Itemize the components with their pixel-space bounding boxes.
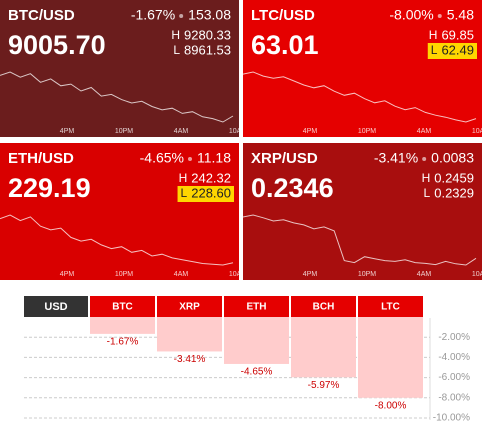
bar [90, 317, 155, 334]
low: 228.60 [191, 185, 231, 200]
value-label: -5.97% [308, 380, 340, 391]
high-label: H [179, 171, 188, 185]
time-label: 10PM [358, 128, 376, 135]
time-label: 4AM [174, 128, 189, 135]
x-tick-label: BTC [112, 302, 133, 313]
ticker-tile: BTC/USD 153.08 -1.67% 9005.70 9280.33 H 8961.5… [0, 0, 247, 137]
change: -3.41% [374, 150, 418, 166]
tile-bg [0, 0, 239, 137]
x-tick-label: XRP [179, 302, 200, 313]
sparkline [0, 71, 234, 123]
change: -4.65% [140, 150, 184, 166]
tile-bg [243, 143, 482, 280]
sparkline [243, 71, 477, 123]
x-tick-label: ETH [247, 302, 267, 313]
category-tab [291, 296, 356, 317]
value-label: -1.67% [107, 337, 139, 348]
low-label: L [173, 43, 180, 57]
change-value: 11.18 [197, 150, 231, 166]
x-tick-label: BCH [313, 302, 335, 313]
high-label: H [171, 28, 180, 42]
time-label: 4AM [417, 128, 432, 135]
sparkline [0, 214, 234, 266]
time-label: 4PM [303, 128, 318, 135]
time-label: 4AM [417, 271, 432, 278]
change-value: 0.0083 [431, 150, 474, 166]
y-tick-label: -10.00% [433, 413, 470, 424]
bar [224, 317, 289, 364]
y-tick-label: -8.00% [438, 392, 470, 403]
separator [422, 157, 427, 161]
header-box [24, 296, 88, 317]
sparkline [243, 214, 477, 266]
bar [358, 317, 423, 398]
bar [291, 317, 356, 378]
bar [157, 317, 222, 352]
change-value: 153.08 [188, 7, 231, 23]
x-tick-label: LTC [381, 302, 400, 313]
low-highlight [427, 43, 477, 59]
low: 62.49 [441, 42, 474, 57]
header: USD [44, 301, 67, 313]
high: 0.2459 [434, 170, 474, 185]
low-label: L [424, 186, 431, 200]
price: 9005.70 [8, 30, 106, 60]
low: 8961.53 [184, 42, 231, 57]
separator [437, 14, 442, 18]
y-tick-label: -4.00% [438, 352, 470, 363]
y-tick-label: -6.00% [438, 372, 470, 383]
change-value: 5.48 [447, 7, 474, 23]
category-tab [90, 296, 155, 317]
category-tab [224, 296, 289, 317]
low-label: L [431, 43, 438, 57]
time-label: 10PM [115, 128, 133, 135]
low-label: L [181, 186, 188, 200]
time-label: 10PM [115, 271, 133, 278]
value-label: -3.41% [174, 354, 206, 365]
category-tab [157, 296, 222, 317]
tile-bg [0, 143, 239, 280]
low: 0.2329 [434, 185, 474, 200]
pair: BTC/USD [8, 7, 75, 24]
high: 9280.33 [184, 27, 231, 42]
price: 63.01 [251, 30, 319, 60]
time-label: 10AM [472, 128, 482, 135]
time-label: 4PM [60, 128, 75, 135]
time-label: 10AM [229, 128, 247, 135]
low-highlight [177, 186, 234, 202]
time-label: 4PM [303, 271, 318, 278]
change: -8.00% [389, 7, 433, 23]
price: 229.19 [8, 173, 91, 203]
high-label: H [429, 28, 438, 42]
separator [179, 14, 184, 18]
high-label: H [422, 171, 431, 185]
separator [188, 157, 192, 161]
time-label: 4PM [60, 271, 75, 278]
change: -1.67% [131, 7, 175, 23]
time-label: 10PM [358, 271, 376, 278]
pair: ETH/USD [8, 150, 74, 167]
pair: LTC/USD [251, 7, 315, 24]
high: 242.32 [191, 170, 231, 185]
value-label: -4.65% [241, 367, 273, 378]
tile-bg [243, 0, 482, 137]
price: 0.2346 [251, 173, 334, 203]
time-label: 10AM [229, 271, 247, 278]
time-label: 10AM [472, 271, 482, 278]
y-tick-label: -2.00% [438, 332, 470, 343]
high: 69.85 [441, 27, 474, 42]
value-label: -8.00% [375, 400, 407, 411]
pair: XRP/USD [251, 150, 318, 167]
category-tab [358, 296, 423, 317]
tile-body: BTC/USD 153.08 -1.67% 9005.70 9280.33 H 8961.5… [0, 0, 247, 137]
time-label: 4AM [174, 271, 189, 278]
